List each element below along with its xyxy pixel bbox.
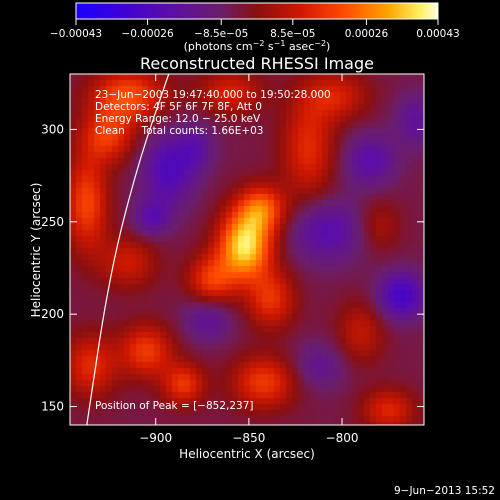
- y-axis-label: Heliocentric Y (arcsec): [29, 183, 43, 318]
- observation-annotations: 23−Jun−2003 19:47:40.000 to 19:50:28.000…: [95, 89, 331, 137]
- y-axis: 150 200 250 300: [41, 122, 424, 414]
- x-axis: −900 −850 −800: [139, 74, 359, 445]
- x-tick-label: −900: [139, 431, 172, 445]
- x-tick-label: −850: [232, 431, 265, 445]
- annotation-energy-range: Energy Range: 12.0 − 25.0 keV: [95, 113, 261, 125]
- colorbar-tick-label: −0.00026: [121, 28, 174, 40]
- solar-limb-curve: [86, 73, 170, 426]
- heatmap-canvas: [70, 74, 424, 425]
- colorbar-tick-label: −8.5e−05: [194, 28, 248, 40]
- plot-frame: [69, 73, 425, 426]
- y-tick-label: 300: [41, 122, 64, 136]
- annotation-clean-total-counts: Clean Total counts: 1.66E+03: [95, 125, 264, 137]
- colorbar-tick-label: −0.00043: [50, 28, 102, 40]
- colorbar-gradient: [75, 2, 439, 20]
- annotation-detectors: Detectors: 4F 5F 6F 7F 8F, Att 0: [95, 101, 262, 113]
- colorbar-ticks: −0.00043 −0.00026 −8.5e−05 8.5e−05 0.00026 0.…: [50, 19, 460, 40]
- colorbar-units: (photons cm−2 s−1 asec−2): [184, 39, 331, 53]
- plot-area: [69, 73, 425, 426]
- y-tick-label: 150: [41, 400, 64, 414]
- colorbar: −0.00043 −0.00026 −8.5e−05 8.5e−05 0.00026 0.…: [50, 2, 460, 53]
- y-tick-label: 250: [41, 215, 64, 229]
- heatmap-image: [70, 74, 424, 425]
- colorbar-tick-label: 0.00026: [345, 28, 389, 40]
- peak-position-label: Position of Peak = [−852,237]: [95, 400, 254, 412]
- footer-timestamp: 9−Jun−2013 15:52: [394, 485, 495, 497]
- annotation-time-range: 23−Jun−2003 19:47:40.000 to 19:50:28.000: [95, 89, 331, 101]
- y-tick-label: 200: [41, 307, 64, 321]
- chart-title: Reconstructed RHESSI Image: [140, 54, 374, 73]
- colorbar-tick-label: 0.00043: [416, 28, 459, 40]
- x-axis-label: Heliocentric X (arcsec): [179, 447, 315, 461]
- colorbar-tick-label: 8.5e−05: [270, 28, 315, 40]
- x-tick-label: −800: [326, 431, 359, 445]
